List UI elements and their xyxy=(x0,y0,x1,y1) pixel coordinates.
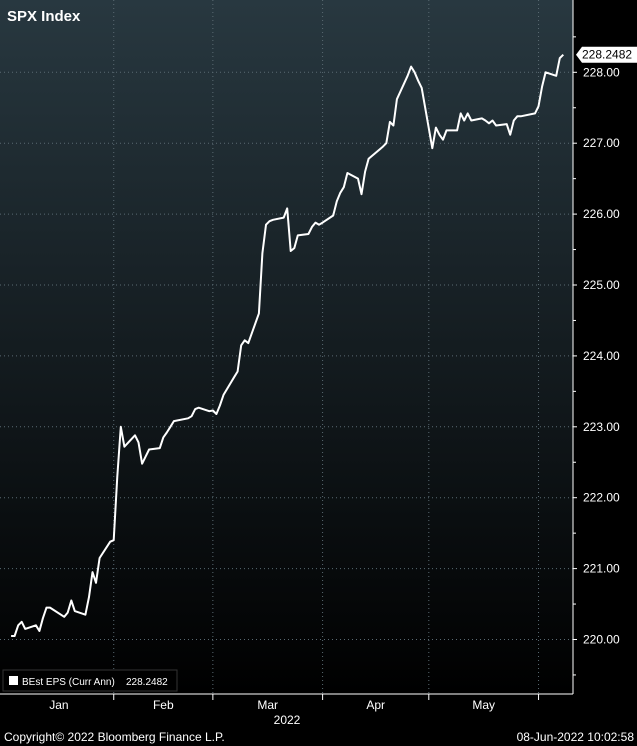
legend: BEst EPS (Curr Ann) 228.2482 xyxy=(2,669,178,692)
legend-swatch xyxy=(9,676,18,685)
y-tick-label: 222.00 xyxy=(583,491,620,505)
x-tick-label: Apr xyxy=(366,698,385,712)
y-tick-label: 225.00 xyxy=(583,278,620,292)
x-tick-label: Mar xyxy=(257,698,278,712)
x-axis-year-label: 2022 xyxy=(274,713,301,727)
x-tick-label: Feb xyxy=(153,698,174,712)
x-tick-label: May xyxy=(472,698,495,712)
plot-background xyxy=(0,0,573,694)
chart-title: SPX Index xyxy=(7,8,81,25)
legend-box xyxy=(2,669,178,692)
timestamp-text: 08-Jun-2022 10:02:58 xyxy=(517,730,635,744)
y-tick-label: 223.00 xyxy=(583,420,620,434)
copyright-text: Copyright© 2022 Bloomberg Finance L.P. xyxy=(4,730,225,744)
last-value-label: 228.2482 xyxy=(582,48,632,62)
legend-value: 228.2482 xyxy=(126,677,168,688)
labels: 220.00 221.00 222.00 223.00 224.00 225.00 226.… xyxy=(49,46,637,727)
series-line xyxy=(11,53,564,637)
last-value-box xyxy=(576,46,637,63)
y-tick-label: 228.00 xyxy=(583,65,620,79)
y-tick-label: 221.00 xyxy=(583,562,620,576)
x-tick-label: Jan xyxy=(49,698,68,712)
y-tick-label: 227.00 xyxy=(583,136,620,150)
series-layer xyxy=(11,53,564,637)
y-tick-label: 220.00 xyxy=(583,633,620,647)
y-tick-label: 226.00 xyxy=(583,207,620,221)
legend-label: BEst EPS (Curr Ann) xyxy=(22,677,115,688)
axes xyxy=(0,0,577,700)
y-tick-label: 224.00 xyxy=(583,349,620,363)
